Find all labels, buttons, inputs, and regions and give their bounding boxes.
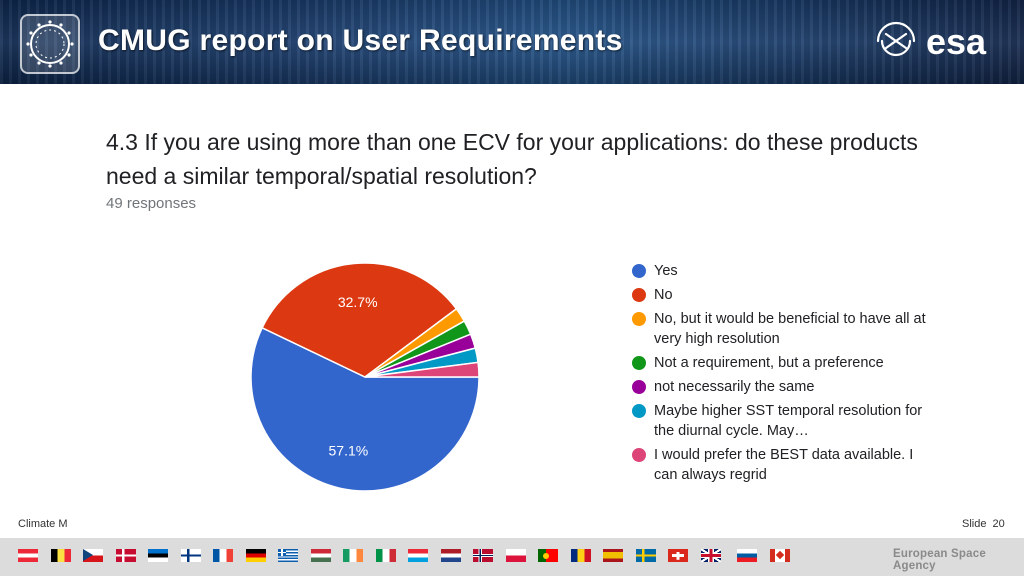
portugal-flag	[538, 549, 558, 562]
norway-flag	[473, 549, 493, 562]
belgium-flag	[50, 549, 71, 562]
uk-flag	[700, 549, 721, 562]
legend-label: Maybe higher SST temporal resolution for…	[654, 403, 923, 439]
denmark-flag	[115, 549, 136, 562]
pie-slice-0[interactable]	[250, 326, 480, 492]
estonia-flag	[148, 549, 168, 562]
sweden-flag	[635, 549, 656, 562]
cci-logo-graphic	[26, 20, 74, 68]
legend-item-0[interactable]: Yes	[632, 261, 932, 281]
legend-label: No, but it would be beneficial to have a…	[654, 311, 926, 347]
legend-dot-icon	[632, 380, 646, 394]
legend-label: No	[654, 287, 673, 303]
hungary-flag	[310, 549, 331, 562]
page-title: CMUG report on User Requirements	[98, 24, 623, 57]
finland-flag	[180, 549, 201, 562]
legend-label: I would prefer the BEST data available. …	[654, 447, 914, 483]
spain-flag	[603, 549, 623, 562]
legend-item-3[interactable]: Not a requirement, but a preference	[632, 353, 932, 373]
pie-chart: 57.1% 32.7%	[250, 262, 480, 492]
cci-logo-icon	[20, 14, 80, 74]
luxembourg-flag	[408, 549, 428, 562]
pie-slice-label-0: 57.1%	[329, 442, 369, 458]
header-banner: CMUG report on User Requirements esa	[0, 0, 1024, 84]
slide-number-value: 20	[992, 518, 1005, 530]
poland-flag	[505, 549, 526, 562]
legend-dot-icon	[632, 356, 646, 370]
legend-dot-icon	[632, 448, 646, 462]
legend-dot-icon	[632, 404, 646, 418]
pie-slice-6[interactable]	[364, 361, 480, 378]
legend-dot-icon	[632, 288, 646, 302]
legend-item-4[interactable]: not necessarily the same	[632, 377, 932, 397]
legend-item-1[interactable]: No	[632, 285, 932, 305]
pie-slice-1[interactable]	[261, 262, 458, 378]
ireland-flag	[343, 549, 363, 562]
czech-flag	[83, 549, 103, 562]
slide-number: Slide 20	[956, 518, 1005, 530]
response-count: 49 responses	[106, 195, 197, 212]
pie-slice-label-1: 32.7%	[338, 294, 378, 310]
austria-flag	[18, 549, 38, 562]
esa-logo-text: esa	[926, 21, 987, 62]
legend-label: Not a requirement, but a preference	[654, 355, 884, 371]
legend-item-5[interactable]: Maybe higher SST temporal resolution for…	[632, 401, 932, 441]
esa-logo-icon: esa	[876, 21, 987, 62]
romania-flag	[570, 549, 591, 562]
chart-legend: Yes No No, but it would be beneficial to h…	[632, 261, 932, 489]
france-flag	[213, 549, 233, 562]
legend-label: Yes	[654, 263, 678, 279]
greece-flag	[278, 549, 298, 562]
banner-shade	[0, 0, 1024, 84]
legend-dot-icon	[632, 264, 646, 278]
question-text: 4.3 If you are using more than one ECV f…	[106, 129, 918, 189]
legend-label: not necessarily the same	[654, 379, 815, 395]
netherlands-flag	[440, 549, 461, 562]
footer-text: Climate M	[18, 518, 68, 530]
italy-flag	[375, 549, 396, 562]
legend-item-2[interactable]: No, but it would be beneficial to have a…	[632, 309, 932, 349]
germany-flag	[245, 549, 266, 562]
slide-label: Slide	[962, 518, 987, 530]
legend-dot-icon	[632, 312, 646, 326]
agency-name: European Space Agency	[893, 548, 986, 572]
switzerland-flag	[668, 549, 688, 562]
canada-flag	[769, 549, 790, 562]
slovenia-flag	[737, 549, 757, 562]
legend-item-6[interactable]: I would prefer the BEST data available. …	[632, 445, 932, 485]
member-state-flags	[18, 549, 802, 562]
banner-background	[0, 0, 1024, 84]
